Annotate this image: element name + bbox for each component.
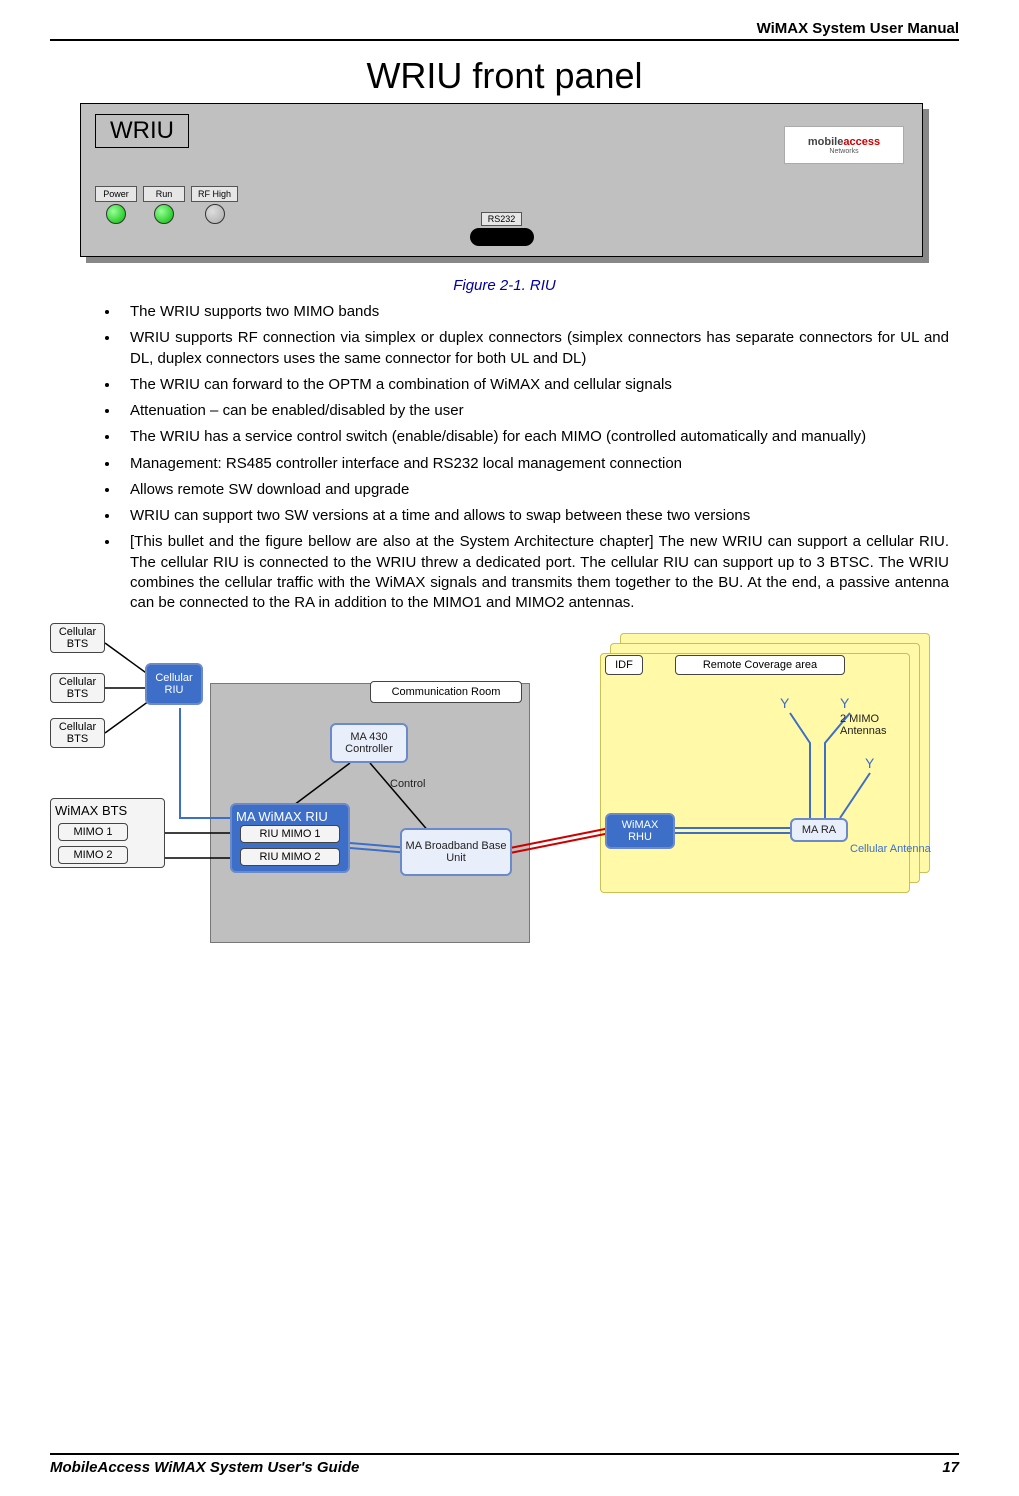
label-remote-area: Remote Coverage area [675,655,845,675]
led-icon [205,204,225,224]
indicator-label: RF High [191,186,238,202]
list-item: [This bullet and the figure bellow are a… [120,532,949,613]
label-idf: IDF [605,655,643,675]
indicator-run: Run [143,186,185,224]
antenna-icon: Y [780,695,789,711]
indicator-label: Power [95,186,137,202]
footer-page-number: 17 [942,1459,959,1476]
list-item: The WRIU has a service control switch (e… [120,427,949,447]
node-wimax-rhu: WiMAX RHU [605,813,675,849]
feature-list: The WRIU supports two MIMO bands WRIU su… [120,302,949,613]
antenna-icon: Y [840,695,849,711]
indicator-power: Power [95,186,137,224]
brand-subline: Networks [829,148,858,155]
list-item: WRIU supports RF connection via simplex … [120,328,949,369]
device-illustration: WRIU mobileaccess Networks Power Run [80,103,929,263]
list-item: Attenuation – can be enabled/disabled by… [120,401,949,421]
brand-logo: mobileaccess Networks [784,126,904,164]
node-riu-mimo2: RIU MIMO 2 [240,848,340,866]
node-ma-bbu: MA Broadband Base Unit [400,828,512,876]
footer-left: MobileAccess WiMAX System User's Guide [50,1459,359,1476]
label-control: Control [390,778,425,790]
node-ma-ra: MA RA [790,818,848,842]
figure-caption: Figure 2-1. RIU [50,277,959,294]
node-mimo2: MIMO 2 [58,846,128,864]
label-cell-antenna: Cellular Antenna [850,843,931,855]
antenna-icon: Y [865,755,874,771]
brand-word-1: mobile [808,136,843,148]
list-item: The WRIU supports two MIMO bands [120,302,949,322]
panel-title: WRIU front panel [80,55,929,97]
list-item: Management: RS485 controller interface a… [120,454,949,474]
node-cellular-riu: Cellular RIU [145,663,203,705]
node-ma430: MA 430 Controller [330,723,408,763]
list-item: WRIU can support two SW versions at a ti… [120,506,949,526]
brand-word-2: access [843,136,880,148]
node-bts: Cellular BTS [50,623,105,653]
page-footer: MobileAccess WiMAX System User's Guide 1… [50,1453,959,1476]
label-comm-room: Communication Room [370,681,522,703]
led-icon [106,204,126,224]
header-title: WiMAX System User Manual [757,20,959,37]
list-item: Allows remote SW download and upgrade [120,480,949,500]
list-item: The WRIU can forward to the OPTM a combi… [120,375,949,395]
indicator-label: Run [143,186,185,202]
device-label: WRIU [95,114,189,148]
led-icon [154,204,174,224]
node-bts: Cellular BTS [50,673,105,703]
indicator-rfhigh: RF High [191,186,238,224]
page-header: WiMAX System User Manual [50,20,959,41]
figure-panel: WRIU front panel WRIU mobileaccess Netwo… [80,55,929,263]
port-label: RS232 [481,212,523,226]
node-mimo1: MIMO 1 [58,823,128,841]
remote-area-bg1 [600,653,910,893]
label-mimo-antennas: 2 MIMO Antennas [840,713,920,737]
port-shape-icon [470,228,534,246]
node-riu-mimo1: RIU MIMO 1 [240,825,340,843]
port-rs232: RS232 [470,209,534,246]
node-bts: Cellular BTS [50,718,105,748]
system-diagram: Cellular BTS Cellular BTS Cellular BTS C… [50,623,959,983]
